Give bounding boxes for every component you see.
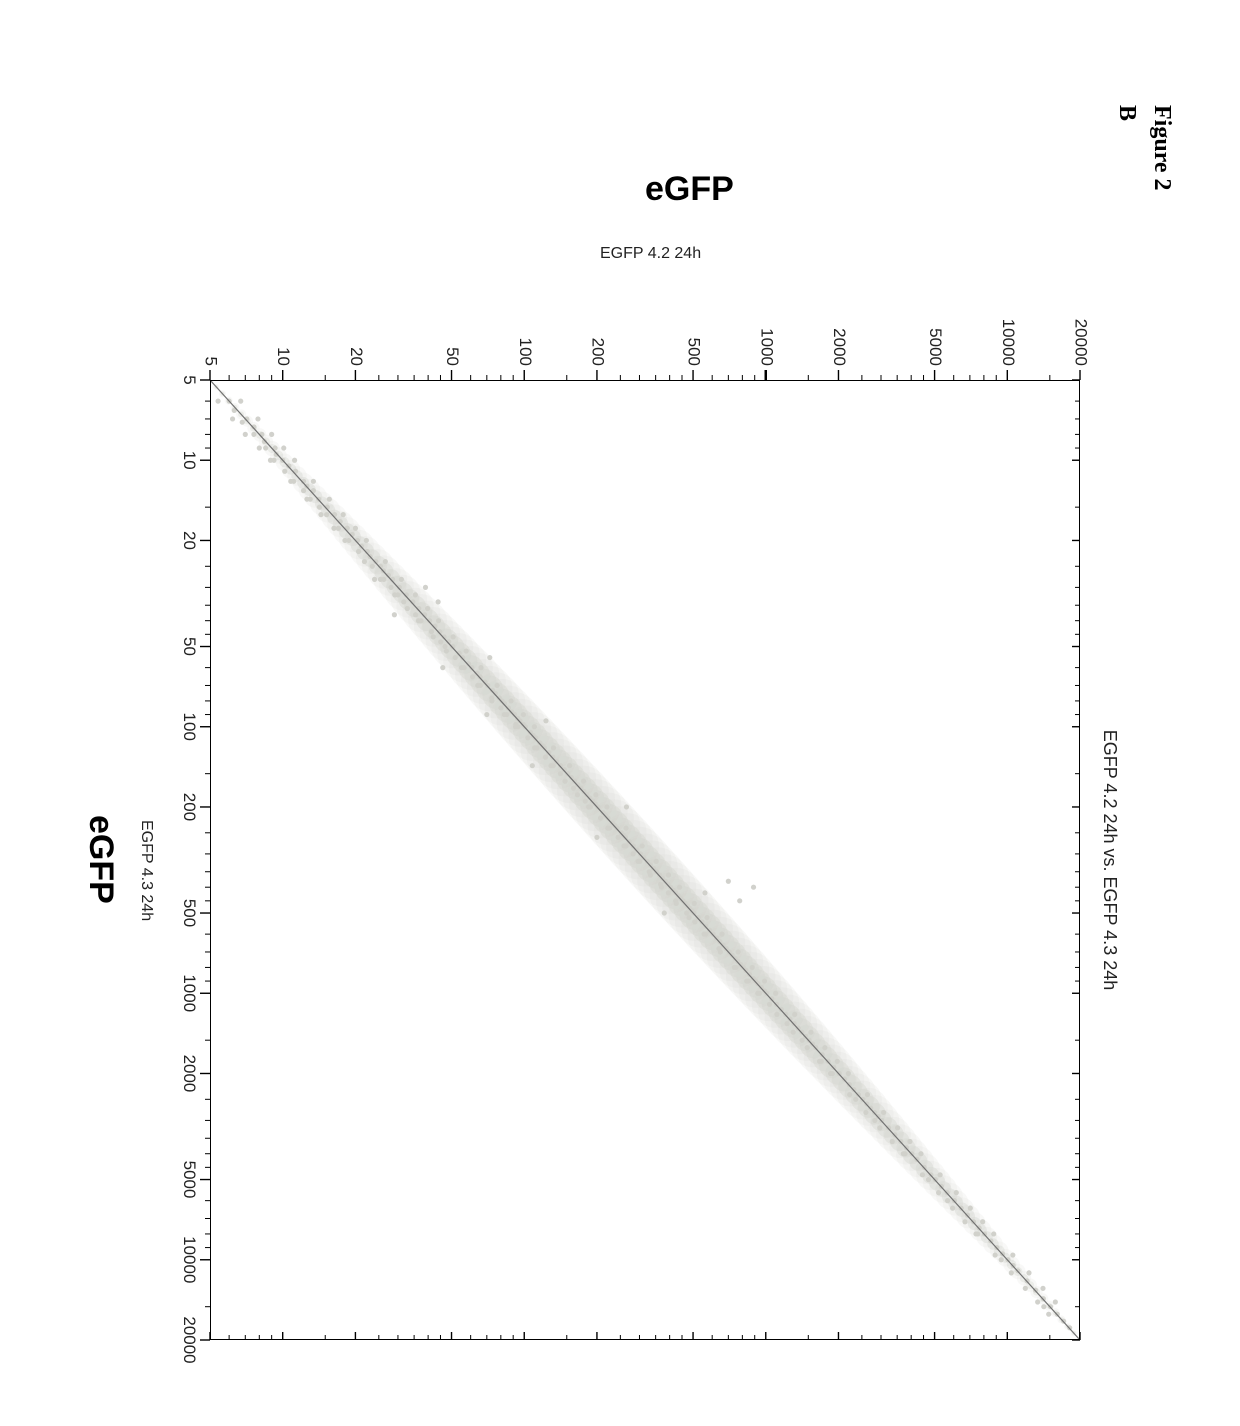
svg-text:100: 100 — [516, 338, 535, 366]
svg-text:5000: 5000 — [926, 328, 945, 366]
figure-label: Figure 2 — [1148, 105, 1175, 191]
chart-title: EGFP 4.2 24h vs. EGFP 4.3 24h — [1099, 380, 1120, 1340]
panel-label: B — [1113, 105, 1140, 121]
svg-text:1000: 1000 — [180, 974, 199, 1012]
svg-text:50: 50 — [180, 637, 199, 656]
svg-text:2000: 2000 — [180, 1055, 199, 1093]
svg-text:5000: 5000 — [180, 1161, 199, 1199]
svg-text:20: 20 — [180, 531, 199, 550]
plot-area — [210, 380, 1080, 1340]
svg-text:10000: 10000 — [180, 1236, 199, 1283]
svg-text:200: 200 — [180, 793, 199, 821]
svg-text:20: 20 — [347, 347, 366, 366]
svg-text:10: 10 — [180, 451, 199, 470]
svg-text:50: 50 — [443, 347, 462, 366]
svg-text:500: 500 — [180, 899, 199, 927]
svg-text:100: 100 — [180, 713, 199, 741]
svg-text:1000: 1000 — [757, 328, 776, 366]
page-rotated: Figure 2 B EGFP 4.2 24h vs. EGFP 4.3 24h… — [0, 0, 1240, 1240]
svg-text:10000: 10000 — [999, 319, 1018, 366]
y-axis-sub-label: EGFP 4.2 24h — [600, 245, 701, 263]
x-axis-sub-label: EGFP 4.3 24h — [137, 820, 155, 921]
svg-text:20000: 20000 — [180, 1316, 199, 1363]
svg-text:200: 200 — [588, 338, 607, 366]
svg-text:5: 5 — [180, 375, 199, 384]
svg-text:10: 10 — [274, 347, 293, 366]
svg-text:500: 500 — [685, 338, 704, 366]
y-axis-main-label: eGFP — [645, 170, 734, 209]
drawing-surface: Figure 2 B EGFP 4.2 24h vs. EGFP 4.3 24h… — [0, 0, 1240, 1426]
svg-text:2000: 2000 — [830, 328, 849, 366]
plot-svg — [210, 380, 1080, 1340]
x-axis-main-label: eGFP — [81, 815, 120, 904]
svg-text:5: 5 — [202, 357, 221, 366]
svg-text:20000: 20000 — [1072, 319, 1091, 366]
